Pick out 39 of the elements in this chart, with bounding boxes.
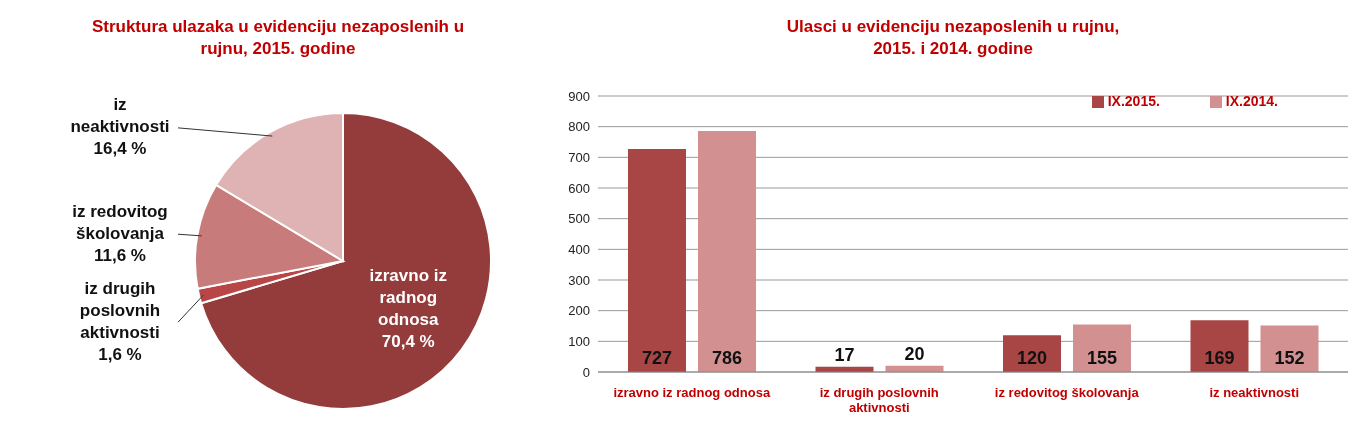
bar — [1260, 325, 1319, 372]
slice-label: iz drugih poslovnih aktivnosti — [79, 278, 161, 342]
y-tick-label: 700 — [568, 149, 590, 165]
y-tick-label: 800 — [568, 119, 590, 135]
slice-label: iz redovitog školovanja — [72, 201, 168, 243]
legend-label: IX.2015. — [1107, 93, 1160, 109]
y-tick-label: 900 — [568, 88, 590, 104]
slice-label: izravno iz radnog odnosa — [369, 266, 447, 330]
y-tick-label: 600 — [568, 180, 590, 196]
data-label: 155 — [1086, 348, 1118, 368]
y-tick-label: 0 — [582, 364, 590, 380]
data-label: 169 — [1204, 348, 1235, 368]
y-tick-label: 200 — [568, 303, 590, 319]
data-label: 20 — [904, 343, 925, 364]
bar — [1190, 320, 1249, 372]
legend-label: IX.2014. — [1225, 93, 1278, 109]
y-tick-label: 100 — [568, 333, 590, 349]
data-label: 786 — [711, 348, 743, 368]
x-tick-label: iz redovitog školovanja — [994, 385, 1140, 401]
data-label: 727 — [641, 348, 673, 368]
data-label: 16,4 % — [93, 139, 147, 159]
x-tick-label: iz drugih poslovnih aktivnosti — [819, 385, 939, 416]
chart-title: Struktura ulazaka u evidenciju nezaposlenih u rujnu, 2015. godine — [90, 16, 466, 60]
bar — [698, 130, 756, 372]
chart-title: Ulasci u evidenciju nezaposlenih u rujnu, 2015. i 2014. godine — [785, 16, 1121, 60]
x-tick-label: izravno iz radnog odnosa — [613, 385, 771, 401]
y-tick-label: 400 — [568, 241, 590, 257]
y-tick-label: 300 — [568, 272, 590, 288]
data-label: 70,4 % — [381, 332, 435, 352]
x-tick-label: iz neaktivnosti — [1209, 385, 1300, 401]
y-tick-label: 500 — [568, 211, 590, 227]
bar — [1073, 324, 1131, 372]
slice-label: iz neaktivnosti — [70, 95, 170, 137]
data-label: 152 — [1274, 348, 1305, 368]
data-label: 1,6 % — [98, 344, 142, 364]
bar — [628, 149, 686, 372]
data-label: 11,6 % — [94, 245, 146, 265]
data-label: 17 — [834, 344, 855, 365]
data-label: 120 — [1016, 348, 1048, 368]
